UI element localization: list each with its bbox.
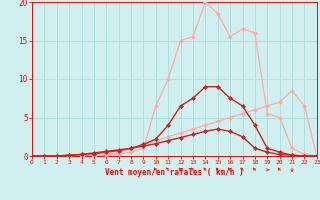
X-axis label: Vent moyen/en rafales ( km/h ): Vent moyen/en rafales ( km/h ) xyxy=(105,168,244,177)
